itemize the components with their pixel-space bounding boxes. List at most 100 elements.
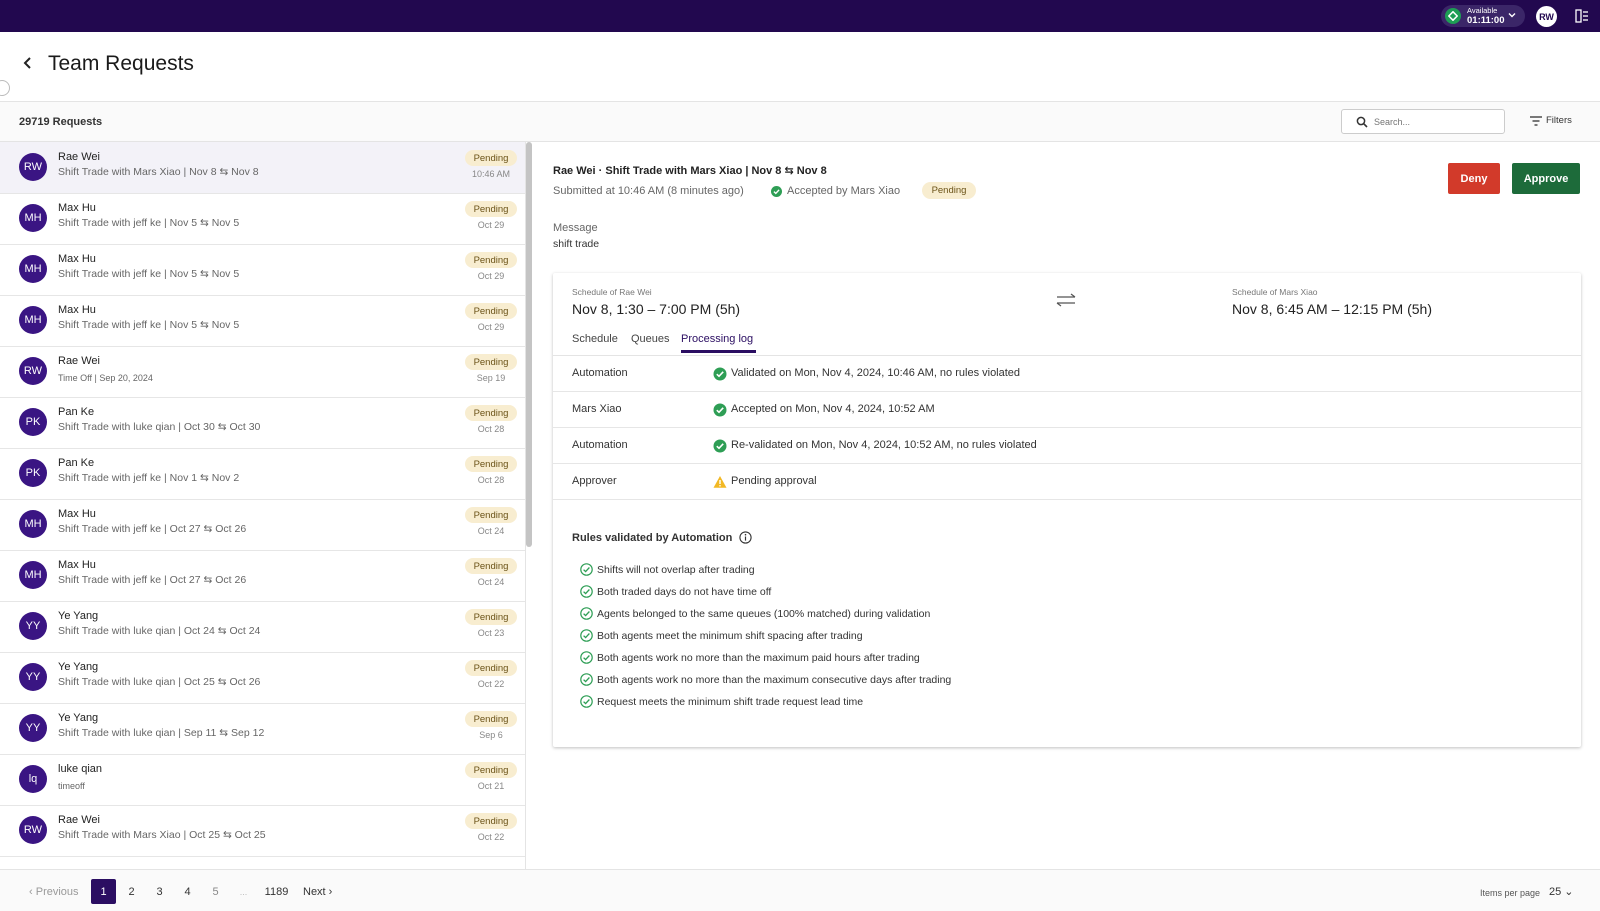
status-badge: Pending <box>465 558 517 574</box>
requester-name: Rae Wei <box>58 814 100 826</box>
requester-name: Ye Yang <box>58 610 99 622</box>
deny-button[interactable]: Deny <box>1448 163 1500 194</box>
warning-icon <box>713 476 727 488</box>
list-scrollbar[interactable] <box>526 142 532 547</box>
list-item[interactable]: PK Pan Ke Shift Trade with luke qian | Oct… <box>0 397 525 449</box>
requester-name: Max Hu <box>58 508 96 520</box>
collapse-sidebar-toggle[interactable] <box>0 80 10 96</box>
avatar: YY <box>19 612 47 640</box>
list-item[interactable]: RW Rae Wei Shift Trade with Mars Xiao | No… <box>0 142 525 194</box>
avatar: YY <box>19 714 47 742</box>
requester-name: Max Hu <box>58 304 96 316</box>
rule-item: Both traded days do not have time off <box>580 585 771 598</box>
request-date: Oct 29 <box>477 220 505 230</box>
request-date: Oct 22 <box>477 679 505 689</box>
requester-name: Rae Wei <box>58 355 100 367</box>
schedule-card: Schedule of Rae Wei Nov 8, 1:30 – 7:00 P… <box>553 273 1581 747</box>
items-per-page-value: 25 <box>1549 886 1562 898</box>
requester-name: Rae Wei <box>58 151 100 163</box>
avatar: MH <box>19 255 47 283</box>
log-row: Automation Validated on Mon, Nov 4, 2024,… <box>553 356 1581 392</box>
request-date: 10:46 AM <box>471 169 511 179</box>
status-badge: Pending <box>465 609 517 625</box>
status-timer: 01:11:00 <box>1467 14 1505 26</box>
request-date: Sep 6 <box>479 730 503 740</box>
request-description: Shift Trade with Mars Xiao | Nov 8 ⇆ Nov… <box>58 166 259 178</box>
info-icon[interactable] <box>739 531 752 544</box>
page-1-button[interactable]: 1 <box>91 879 116 904</box>
page-ellipsis: ... <box>239 886 248 897</box>
check-circle-icon <box>713 439 727 453</box>
avatar: MH <box>19 204 47 232</box>
submitted-time: Submitted at 10:46 AM (8 minutes ago) <box>553 185 744 197</box>
page-2-button[interactable]: 2 <box>128 885 135 898</box>
back-arrow-icon[interactable] <box>22 56 34 70</box>
list-item[interactable]: MH Max Hu Shift Trade with jeff ke | Oct 2… <box>0 550 525 602</box>
request-date: Oct 24 <box>477 577 505 587</box>
list-item[interactable]: RW Rae Wei Shift Trade with Mars Xiao | Oc… <box>0 805 525 857</box>
rule-text: Both agents work no more than the maximu… <box>597 673 952 686</box>
pagination: ‹ Previous 1 2 3 4 5 ... 1189 Next › Ite… <box>0 869 1600 911</box>
next-page-button[interactable]: Next › <box>303 886 333 898</box>
tab-processing-log[interactable]: Processing log <box>681 333 754 345</box>
request-description: Shift Trade with luke qian | Sep 11 ⇆ Se… <box>58 727 265 739</box>
request-date: Oct 28 <box>477 424 505 434</box>
avatar: MH <box>19 306 47 334</box>
items-per-page-select[interactable]: 25 ⌄ <box>1549 886 1574 898</box>
request-description: Shift Trade with luke qian | Oct 30 ⇆ Oc… <box>58 421 261 433</box>
status-badge: Pending <box>465 711 517 727</box>
request-date: Oct 22 <box>477 832 505 842</box>
requester-name: Max Hu <box>58 559 96 571</box>
list-item[interactable]: YY Ye Yang Shift Trade with luke qian | Oc… <box>0 652 525 704</box>
request-description: Shift Trade with jeff ke | Nov 5 ⇆ Nov 5 <box>58 217 240 229</box>
log-actor: Mars Xiao <box>572 403 622 415</box>
page-5-button[interactable]: 5 <box>212 885 219 898</box>
list-item[interactable]: YY Ye Yang Shift Trade with luke qian | Oc… <box>0 601 525 653</box>
status-indicator-icon <box>1445 8 1461 24</box>
rule-item: Request meets the minimum shift trade re… <box>580 695 863 708</box>
search-input[interactable] <box>1374 113 1500 131</box>
request-date: Oct 28 <box>477 475 505 485</box>
user-avatar[interactable]: RW <box>1536 6 1557 27</box>
schedule-right-value: Nov 8, 6:45 AM – 12:15 PM (5h) <box>1232 301 1432 317</box>
accepted-text: Accepted by Mars Xiao <box>787 185 901 197</box>
log-row: Automation Re-validated on Mon, Nov 4, 20… <box>553 428 1581 464</box>
check-circle-outline-icon <box>580 695 593 708</box>
list-item[interactable]: lq luke qian timeoff Pending Oct 21 <box>0 754 525 806</box>
schedule-left-label: Schedule of Rae Wei <box>572 287 652 297</box>
avatar: PK <box>19 459 47 487</box>
rule-text: Both traded days do not have time off <box>597 585 772 598</box>
log-actor: Approver <box>572 475 617 487</box>
search-icon <box>1356 116 1368 128</box>
page-last-button[interactable]: 1189 <box>264 885 289 898</box>
list-item[interactable]: YY Ye Yang Shift Trade with luke qian | Se… <box>0 703 525 755</box>
tab-schedule[interactable]: Schedule <box>572 333 618 345</box>
status-badge: Pending <box>465 507 517 523</box>
status-badge: Pending <box>465 303 517 319</box>
log-actor: Automation <box>572 367 628 379</box>
request-date: Oct 29 <box>477 322 505 332</box>
tab-queues[interactable]: Queues <box>631 333 670 345</box>
list-item[interactable]: PK Pan Ke Shift Trade with jeff ke | Nov 1… <box>0 448 525 500</box>
search-box[interactable] <box>1341 109 1505 134</box>
request-description: timeoff <box>58 781 85 791</box>
side-panel-icon[interactable] <box>1575 9 1589 23</box>
list-item[interactable]: MH Max Hu Shift Trade with jeff ke | Oct 2… <box>0 499 525 551</box>
requester-name: luke qian <box>58 763 103 775</box>
filters-button[interactable]: Filters <box>1530 115 1572 126</box>
previous-page-button[interactable]: ‹ Previous <box>29 886 79 898</box>
page-3-button[interactable]: 3 <box>156 885 163 898</box>
page-4-button[interactable]: 4 <box>184 885 191 898</box>
status-label: Available <box>1467 6 1498 15</box>
availability-status[interactable]: Available 01:11:00 <box>1441 5 1525 27</box>
active-tab-indicator <box>681 350 756 353</box>
message-text: shift trade <box>553 238 600 250</box>
list-item[interactable]: MH Max Hu Shift Trade with jeff ke | Nov 5… <box>0 193 525 245</box>
request-date: Sep 19 <box>476 373 506 383</box>
check-circle-outline-icon <box>580 673 593 686</box>
list-item[interactable]: RW Rae Wei Time Off | Sep 20, 2024 Pending S… <box>0 346 525 398</box>
avatar: MH <box>19 561 47 589</box>
approve-button[interactable]: Approve <box>1512 163 1580 194</box>
list-item[interactable]: MH Max Hu Shift Trade with jeff ke | Nov 5… <box>0 244 525 296</box>
list-item[interactable]: MH Max Hu Shift Trade with jeff ke | Nov 5… <box>0 295 525 347</box>
